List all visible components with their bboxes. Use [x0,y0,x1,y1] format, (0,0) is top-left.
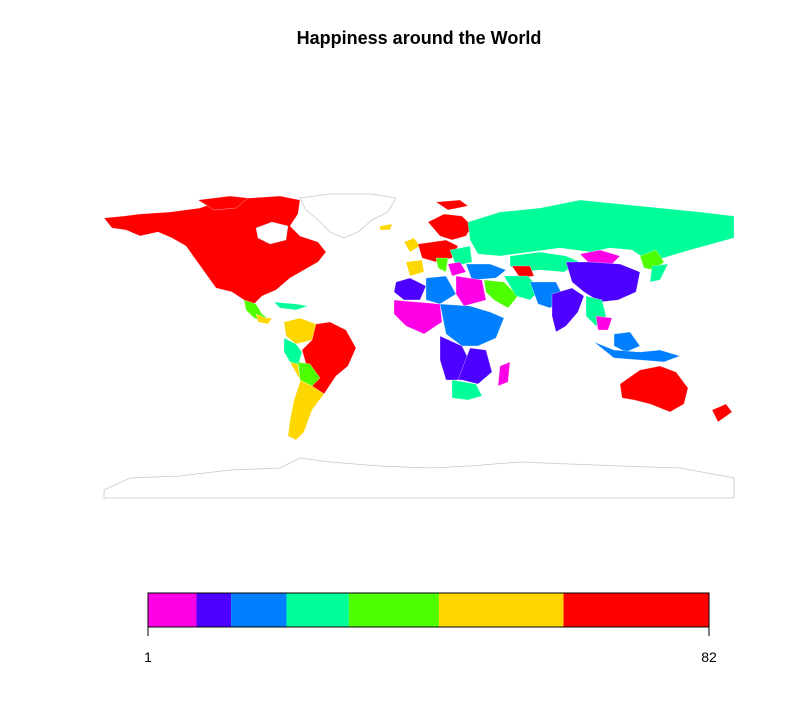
middle-east [465,263,585,333]
europe [379,213,473,277]
legend-bins [148,593,709,627]
hudson-bay [255,221,289,245]
south-america [283,317,357,441]
legend-bin-3 [231,593,287,627]
legend-bin-6 [438,593,564,627]
legend-bin-1 [148,593,197,627]
greenland [299,193,397,239]
australia [619,365,733,423]
central-america [243,299,309,325]
legend-max-label: 82 [701,649,717,665]
map-title: Happiness around the World [296,28,542,48]
legend-bin-4 [286,593,349,627]
southeast-asia [585,295,681,363]
russia-asia [467,199,735,303]
legend-bin-2 [196,593,232,627]
no-data-regions [103,193,735,499]
africa [393,275,511,401]
legend-min-label: 1 [144,649,152,665]
legend-frame [147,592,710,628]
legend-bin-5 [348,593,439,627]
antarctica [103,457,735,499]
legend-bin-7 [563,593,709,627]
